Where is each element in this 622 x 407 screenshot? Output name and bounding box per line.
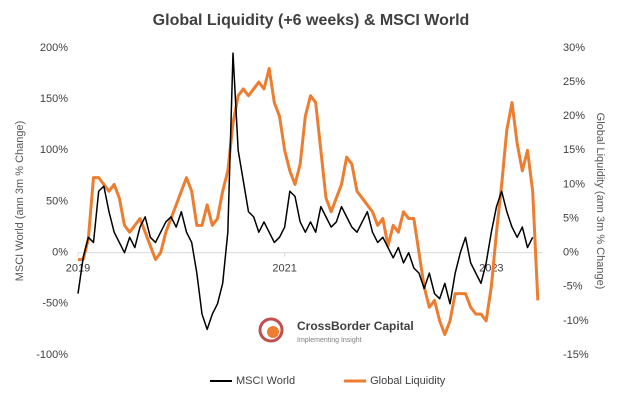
y-tick-label: -50% — [42, 298, 68, 310]
y2-tick-label: 0% — [563, 247, 579, 259]
logo-dot — [267, 326, 279, 338]
chart-title: Global Liquidity (+6 weeks) & MSCI World — [153, 12, 470, 29]
y2-tick-label: -5% — [563, 281, 583, 293]
y2-tick-label: 5% — [563, 212, 579, 224]
x-tick-label: 2019 — [66, 263, 90, 275]
logo: CrossBorder Capital Implementing Insight — [258, 317, 414, 344]
y-tick-label: 0% — [52, 247, 68, 259]
y2-tick-label: -15% — [563, 349, 589, 361]
legend-label: MSCI World — [236, 375, 295, 387]
y2-axis-title: Global Liquidity (ann 3m % Change) — [594, 113, 606, 290]
logo-ring — [258, 317, 284, 343]
y-tick-label: 50% — [46, 195, 68, 207]
y2-tick-label: 15% — [563, 144, 585, 156]
line-series — [78, 66, 540, 337]
y-tick-label: 150% — [40, 93, 68, 105]
y2-tick-label: -10% — [563, 315, 589, 327]
y2-tick-label: 20% — [563, 110, 585, 122]
y-tick-label: 100% — [40, 144, 68, 156]
y-axis-title: MSCI World (ann 3m % Change) — [14, 121, 26, 282]
legend-label: Global Liquidity — [370, 375, 446, 387]
logo-tagline: Implementing Insight — [297, 337, 362, 344]
logo-name: CrossBorder Capital — [297, 319, 414, 333]
y-tick-label: 200% — [40, 42, 68, 54]
y2-tick-label: 10% — [563, 178, 585, 190]
y2-tick-label: 30% — [563, 42, 585, 54]
x-tick-label: 2021 — [272, 263, 296, 275]
line-series — [77, 52, 534, 331]
y-tick-label: -100% — [36, 349, 68, 361]
y2-tick-label: 25% — [563, 76, 585, 88]
legend: MSCI World Global Liquidity — [210, 375, 446, 387]
